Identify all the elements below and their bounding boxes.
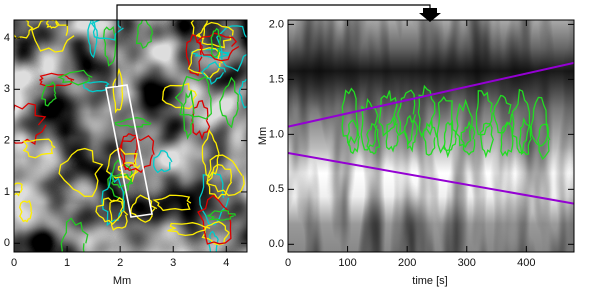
contour [201, 128, 220, 179]
contour [152, 194, 192, 212]
contour [135, 20, 154, 50]
contour [103, 26, 118, 67]
x-tick-label: 0 [285, 257, 291, 269]
contour [117, 162, 140, 179]
contour [82, 81, 110, 93]
y-tick-label: 1 [4, 186, 10, 198]
x-tick-label: 2 [117, 257, 123, 269]
contour [196, 32, 240, 62]
x-tick-label: 100 [338, 257, 356, 269]
contour [208, 230, 219, 252]
x-axis-label: time [s] [412, 275, 447, 287]
x-tick-label: 0 [11, 257, 17, 269]
left-frame [13, 19, 248, 253]
trend-line [288, 152, 574, 205]
contour [205, 209, 236, 221]
contour [479, 122, 495, 159]
contour [167, 222, 211, 237]
y-tick-label: 1.5 [269, 73, 284, 85]
y-tick-label: 2.0 [269, 18, 284, 30]
contour [219, 76, 239, 129]
contour [14, 182, 23, 197]
contour [191, 100, 211, 141]
contour [58, 147, 104, 197]
contour [107, 159, 133, 201]
y-tick-label: 0.0 [269, 238, 284, 250]
right-frame [287, 19, 575, 253]
contour [200, 61, 226, 85]
contour [112, 67, 124, 114]
contour [109, 196, 129, 231]
contour [378, 90, 398, 138]
contour [197, 194, 232, 245]
contour [341, 87, 359, 147]
right-image [288, 20, 574, 252]
contour [422, 118, 438, 156]
contour [161, 82, 198, 110]
x-tick-label: 4 [223, 257, 229, 269]
contour [45, 20, 60, 29]
x-tick-label: 200 [398, 257, 416, 269]
contour [183, 90, 195, 140]
contour [14, 102, 47, 145]
contour [60, 217, 89, 252]
contour [210, 27, 222, 58]
contour [436, 96, 453, 154]
x-axis-label: Mm [113, 275, 131, 287]
contour [346, 119, 361, 155]
trend-line [288, 61, 574, 128]
contour [537, 123, 551, 161]
contour [19, 200, 33, 223]
contour [518, 117, 533, 156]
contour [95, 197, 124, 226]
y-tick-label: 2 [4, 135, 10, 147]
contour [460, 120, 476, 156]
x-tick-label: 1 [64, 257, 70, 269]
y-tick-label: 4 [4, 32, 10, 44]
contour [199, 173, 230, 226]
contour [238, 78, 247, 109]
contour [443, 120, 457, 159]
contour [475, 90, 493, 136]
contour [101, 171, 125, 227]
y-tick-label: 0.5 [269, 183, 284, 195]
y-tick-label: 0 [4, 237, 10, 249]
x-tick-label: 3 [170, 257, 176, 269]
connector [116, 4, 431, 86]
contour [105, 147, 141, 182]
contour [87, 20, 99, 59]
contour [119, 134, 155, 174]
contour [57, 69, 93, 86]
contour [404, 114, 419, 153]
y-tick-label: 1.0 [269, 128, 284, 140]
contour [187, 47, 223, 80]
contour [31, 20, 75, 53]
contour [153, 150, 173, 174]
left-image [14, 20, 247, 252]
contour [417, 84, 436, 138]
contour [185, 34, 203, 77]
contour [530, 96, 549, 147]
contour [195, 21, 234, 49]
arrow-head [419, 8, 441, 22]
contour [22, 138, 56, 159]
y-tick-label: 3 [4, 83, 10, 95]
contour [396, 89, 417, 145]
contour [511, 88, 531, 154]
contour [206, 163, 233, 201]
contour [41, 81, 57, 107]
contour [492, 94, 513, 134]
x-tick-label: 400 [517, 257, 535, 269]
contour [455, 98, 473, 148]
contour [14, 20, 34, 39]
contour [366, 122, 381, 155]
contour [500, 121, 514, 157]
contour [174, 75, 212, 120]
x-tick-label: 300 [458, 257, 476, 269]
y-axis-label: Mm [257, 127, 269, 145]
contour [114, 117, 152, 128]
contour [385, 115, 400, 153]
